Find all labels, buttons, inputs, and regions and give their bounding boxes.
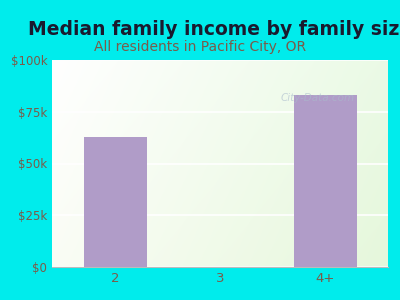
Text: City-Data.com: City-Data.com: [280, 93, 355, 103]
Title: Median family income by family size: Median family income by family size: [28, 20, 400, 39]
Text: All residents in Pacific City, OR: All residents in Pacific City, OR: [94, 40, 306, 55]
Bar: [294, 95, 356, 267]
Bar: [84, 136, 146, 267]
